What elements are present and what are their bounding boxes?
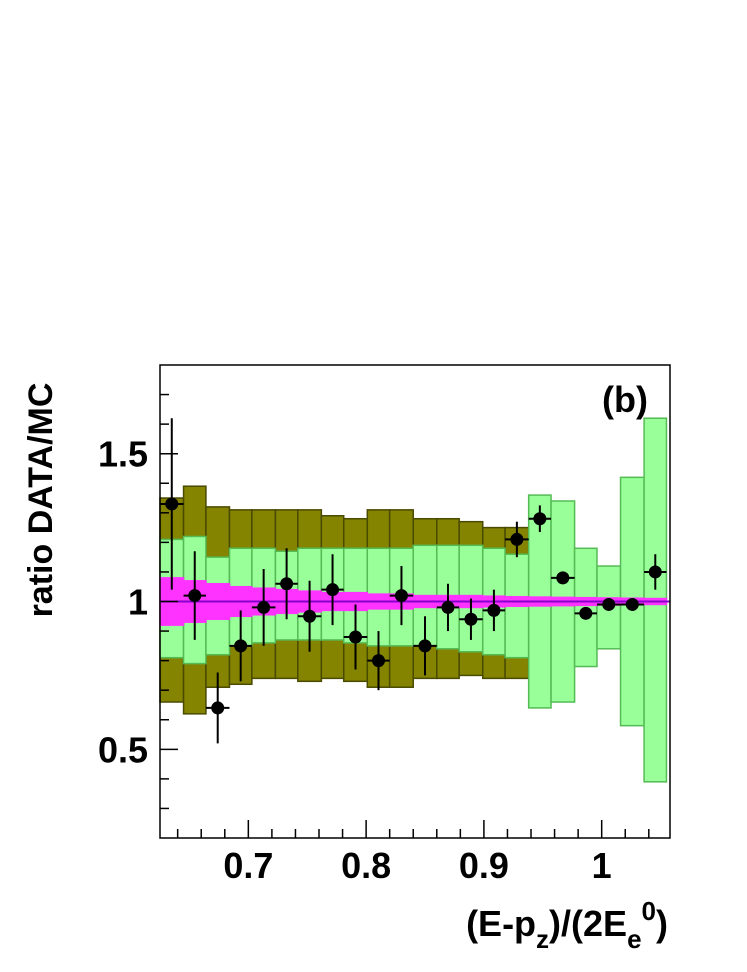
x-tick-label: 0.8 xyxy=(341,845,391,886)
x-axis-label-part: 0 xyxy=(642,896,656,926)
x-tick-label: 1 xyxy=(592,845,612,886)
x-axis-label: (E-pz)/(2Ee0) xyxy=(466,896,668,954)
data-point xyxy=(394,589,408,603)
data-point xyxy=(441,600,455,614)
data-point xyxy=(487,603,501,617)
data-point xyxy=(326,583,340,597)
data-point xyxy=(280,577,294,591)
data-point xyxy=(625,597,639,611)
data-point xyxy=(234,639,248,653)
data-point xyxy=(556,571,570,585)
data-point xyxy=(349,630,363,644)
data-point xyxy=(257,600,271,614)
data-point xyxy=(165,497,179,511)
x-axis-label-part: )/(2E xyxy=(549,903,627,944)
x-axis-label-part: ) xyxy=(656,903,668,944)
data-point xyxy=(371,654,385,668)
data-point xyxy=(188,589,202,603)
x-tick-label: 0.7 xyxy=(223,845,273,886)
x-axis-label-part: (E-p xyxy=(466,903,536,944)
x-tick-label: 0.9 xyxy=(459,845,509,886)
y-tick-label: 1 xyxy=(128,582,148,623)
x-axis-label-part: z xyxy=(536,924,549,954)
data-point xyxy=(418,639,432,653)
annotation: (b) xyxy=(602,379,648,420)
data-point xyxy=(464,612,478,626)
data-point xyxy=(211,701,225,715)
data-point xyxy=(303,609,317,623)
y-tick-label: 0.5 xyxy=(98,729,148,770)
data-point xyxy=(648,565,662,579)
y-axis-label: ratio DATA/MC xyxy=(22,383,60,618)
data-point xyxy=(510,532,524,546)
data-point xyxy=(602,597,616,611)
x-axis-label-part: e xyxy=(627,924,641,954)
y-tick-label: 1.5 xyxy=(98,434,148,475)
data-point xyxy=(579,606,593,620)
data-point xyxy=(533,512,547,526)
